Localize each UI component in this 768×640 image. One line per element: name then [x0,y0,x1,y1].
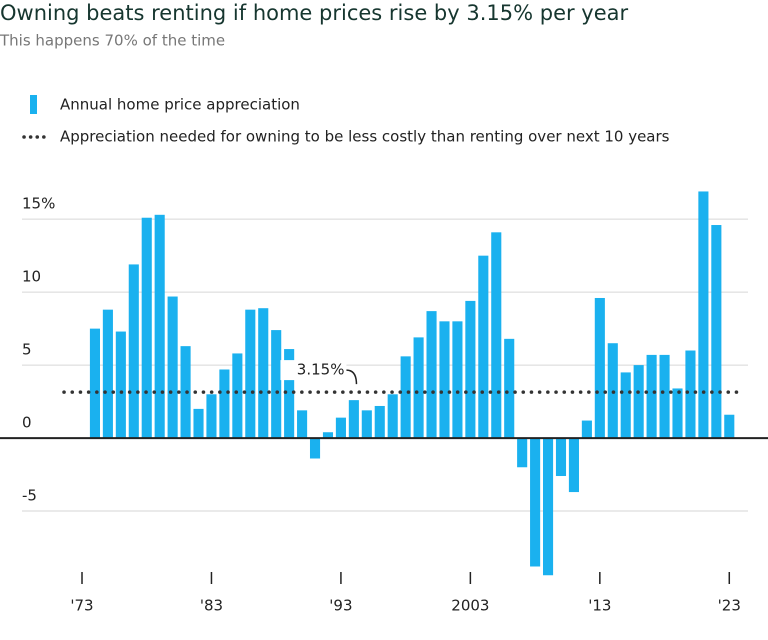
bar [271,330,282,439]
bar [167,296,178,439]
bar [154,214,165,439]
bar [335,417,346,439]
bar [297,410,308,439]
bar [141,217,152,439]
legend-label: Appreciation needed for owning to be les… [60,128,670,146]
x-tick-label: '73 [70,597,93,615]
legend-bar-swatch [30,95,37,114]
bar [491,232,502,439]
y-tick-label: 0 [22,414,32,432]
bar [698,191,709,439]
bar [413,337,424,439]
y-tick-label: 5 [22,341,32,359]
legend-label: Annual home price appreciation [60,96,300,114]
bar [206,394,217,439]
bar [646,354,657,439]
annotation-bg [280,360,347,381]
bar [504,338,515,439]
y-tick-label: 10 [22,268,41,286]
bar [685,350,696,439]
bar [555,438,567,477]
bar [219,369,230,439]
bar [633,365,644,439]
bar [517,438,528,468]
x-tick-label: '23 [718,597,741,615]
annotation-hook [346,369,358,385]
bar [348,400,359,439]
chart-title: Owning beats renting if home prices rise… [0,1,629,25]
annotation-label: 3.15% [297,361,345,379]
y-tick-label: -5 [22,487,37,505]
x-tick-label: '83 [200,597,223,615]
bar [672,388,683,439]
bar [245,309,256,439]
bar [543,438,554,576]
chart-subtitle: This happens 70% of the time [0,32,225,50]
bar [284,349,295,439]
bar [724,414,735,439]
bar [102,309,113,439]
bar [89,328,101,439]
bar [387,394,398,439]
bar [659,354,670,439]
bar [465,300,476,439]
bar [115,331,126,439]
bar [322,432,334,439]
bar [426,311,437,439]
bar [232,353,243,439]
bar [128,264,139,439]
bar [400,356,411,439]
bar [530,438,541,567]
y-tick-label: 15% [22,195,55,213]
x-tick-label: '93 [329,597,352,615]
bar [439,321,450,439]
bar [620,372,631,439]
x-tick-label: '13 [588,597,611,615]
bar [374,405,385,439]
bar [193,408,204,439]
bar [568,438,579,493]
bar [361,410,372,439]
bar [309,438,321,459]
bar [594,297,605,439]
x-tick-label: 2003 [451,597,489,615]
bar [478,255,489,439]
bar [581,420,592,439]
bar [452,321,463,439]
bar [258,308,269,439]
bar [711,225,722,439]
